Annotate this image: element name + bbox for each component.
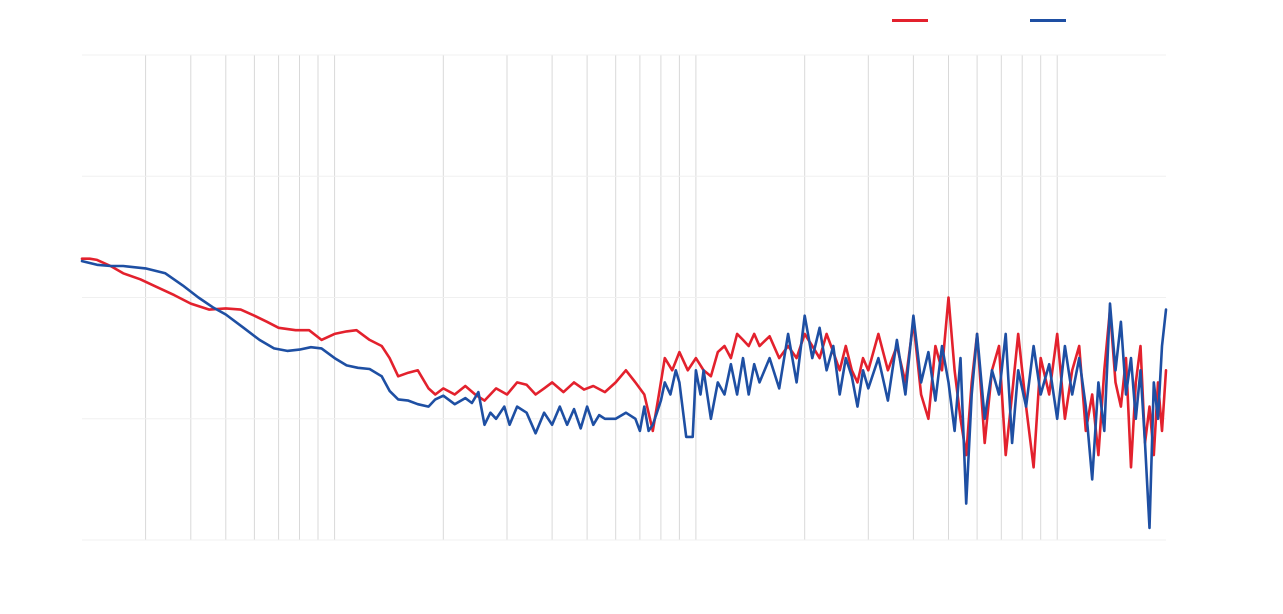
legend-swatch-series-2 [1030,18,1066,22]
series-lines [80,257,1168,530]
horizontal-gridlines [82,54,1166,541]
series-line-1 [80,257,1168,469]
legend-item-series-2 [1030,12,1072,28]
series-line-2 [80,259,1168,530]
legend-swatch-series-1 [892,18,928,22]
legend-item-series-1 [892,12,934,28]
